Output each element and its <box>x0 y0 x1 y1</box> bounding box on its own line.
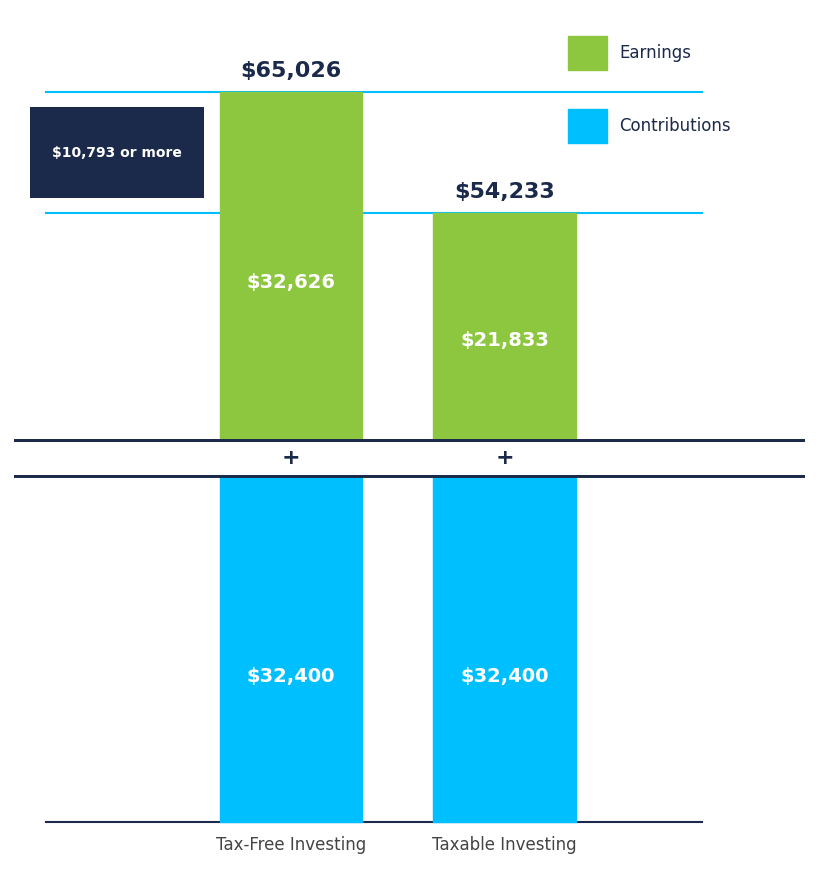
Circle shape <box>0 440 819 477</box>
Text: +: + <box>495 448 514 469</box>
Circle shape <box>0 440 819 477</box>
Bar <box>568 36 608 70</box>
Bar <box>433 213 576 458</box>
Bar <box>433 458 576 822</box>
Text: $65,026: $65,026 <box>240 61 342 81</box>
Bar <box>568 109 608 143</box>
Text: $10,793 or more: $10,793 or more <box>52 145 182 159</box>
Text: $32,400: $32,400 <box>247 667 335 686</box>
Text: $32,400: $32,400 <box>460 667 549 686</box>
Text: Earnings: Earnings <box>619 44 691 63</box>
FancyBboxPatch shape <box>29 107 204 198</box>
Text: $32,626: $32,626 <box>247 273 335 292</box>
Text: $54,233: $54,233 <box>454 182 554 202</box>
Text: Tax-Free Investing: Tax-Free Investing <box>215 836 366 854</box>
Text: Contributions: Contributions <box>619 117 731 135</box>
Text: $21,833: $21,833 <box>460 331 549 351</box>
Text: +: + <box>282 448 300 469</box>
Bar <box>219 93 362 458</box>
Bar <box>219 458 362 822</box>
Text: Taxable Investing: Taxable Investing <box>432 836 577 854</box>
